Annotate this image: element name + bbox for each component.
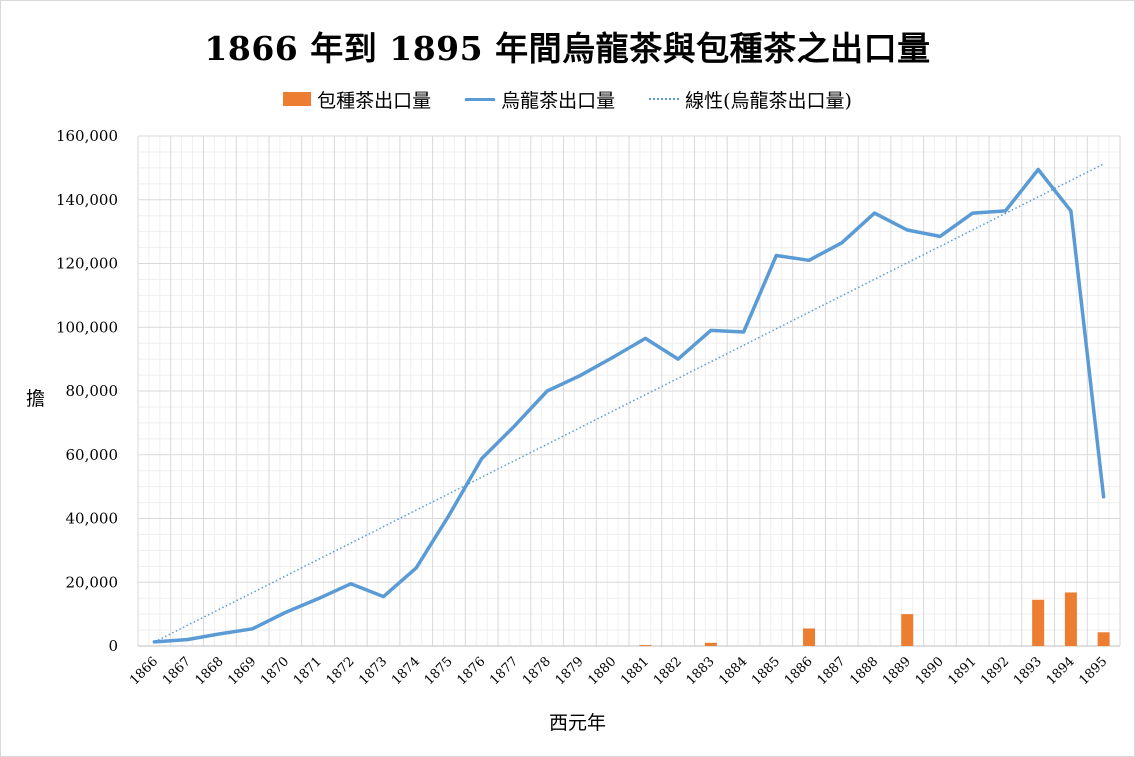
point-oolong — [643, 336, 647, 340]
point-oolong — [1102, 495, 1106, 499]
legend-label-trendline: 線性(烏龍茶出口量) — [685, 89, 852, 112]
bar-baozhong — [1097, 632, 1110, 646]
x-tick-label: 1882 — [651, 654, 685, 688]
point-oolong — [578, 374, 582, 378]
bar-baozhong — [1032, 599, 1045, 646]
bar-baozhong — [639, 645, 652, 646]
point-oolong — [316, 597, 320, 601]
x-tick-label: 1888 — [847, 654, 881, 688]
point-oolong — [1003, 209, 1007, 213]
point-oolong — [512, 424, 516, 428]
legend-label-oolong: 烏龍茶出口量 — [501, 89, 616, 112]
point-oolong — [840, 241, 844, 245]
point-oolong — [218, 632, 222, 636]
x-tick-label: 1892 — [978, 654, 1012, 688]
legend-item-trendline: 線性(烏龍茶出口量) — [649, 86, 852, 113]
y-tick-label: 60,000 — [66, 446, 119, 464]
legend-swatch-trendline — [649, 98, 680, 100]
y-tick-label: 140,000 — [56, 191, 118, 209]
bar-baozhong — [901, 614, 914, 646]
x-tick-label: 1889 — [880, 654, 914, 688]
trendline-oolong — [154, 163, 1104, 643]
point-oolong — [349, 582, 353, 586]
x-tick-label: 1875 — [422, 654, 456, 688]
bar-baozhong — [803, 628, 816, 646]
x-tick-label: 1868 — [193, 654, 227, 688]
x-tick-label: 1876 — [455, 654, 489, 688]
x-tick-label: 1880 — [585, 654, 619, 688]
x-tick-label: 1891 — [946, 654, 980, 688]
point-oolong — [774, 254, 778, 258]
legend-swatch-line — [465, 97, 496, 101]
y-tick-label: 40,000 — [66, 510, 119, 528]
point-oolong — [873, 211, 876, 215]
point-oolong — [807, 258, 811, 262]
y-tick-label: 120,000 — [56, 255, 118, 273]
point-oolong — [971, 211, 975, 215]
chart-title: 1866 年到 1895 年間烏龍茶與包種茶之出口量 — [204, 29, 931, 68]
point-oolong — [1069, 209, 1073, 213]
y-tick-label: 20,000 — [66, 573, 119, 591]
legend-label-baozhong: 包種茶出口量 — [317, 89, 432, 112]
x-tick-label: 1867 — [160, 654, 194, 688]
x-tick-label: 1874 — [389, 654, 423, 688]
legend-swatch-bar — [283, 92, 312, 106]
x-tick-label: 1869 — [225, 654, 259, 688]
x-tick-label: 1887 — [815, 654, 849, 688]
x-tick-label: 1870 — [258, 654, 292, 688]
point-oolong — [152, 640, 156, 644]
legend-item-baozhong: 包種茶出口量 — [283, 86, 431, 113]
point-oolong — [611, 356, 615, 360]
point-oolong — [382, 595, 385, 599]
x-tick-label: 1886 — [782, 654, 816, 688]
x-tick-label: 1895 — [1076, 654, 1110, 688]
x-tick-label: 1872 — [324, 654, 358, 688]
line-oolong — [152, 167, 1106, 644]
point-oolong — [742, 330, 746, 334]
point-oolong — [480, 457, 484, 461]
y-tick-label: 160,000 — [56, 127, 118, 145]
bar-baozhong — [704, 642, 717, 646]
x-tick-label: 1871 — [291, 654, 325, 688]
x-tick-label: 1883 — [684, 654, 718, 688]
y-tick-label: 80,000 — [66, 382, 119, 400]
x-tick-label: 1893 — [1011, 654, 1045, 688]
point-oolong — [709, 328, 713, 332]
x-axis-label: 西元年 — [548, 712, 606, 734]
point-oolong — [1036, 167, 1040, 171]
chart-legend: 包種茶出口量 烏龍茶出口量 線性(烏龍茶出口量) — [0, 86, 1135, 112]
point-oolong — [676, 357, 680, 361]
point-oolong — [938, 234, 942, 238]
x-tick-label: 1881 — [618, 654, 652, 688]
point-oolong — [447, 513, 451, 517]
x-tick-label: 1879 — [553, 654, 587, 688]
point-oolong — [185, 638, 189, 642]
x-tick-label: 1866 — [127, 654, 161, 688]
legend-item-oolong: 烏龍茶出口量 — [465, 86, 615, 113]
x-tick-label: 1890 — [913, 654, 947, 688]
bar-baozhong — [1064, 592, 1077, 646]
point-oolong — [283, 611, 287, 615]
y-tick-label: 0 — [108, 637, 118, 655]
x-tick-label: 1877 — [487, 654, 521, 688]
x-tick-label: 1878 — [520, 654, 554, 688]
y-axis-label: 擔 — [26, 388, 46, 410]
point-oolong — [414, 566, 418, 570]
x-tick-label: 1873 — [356, 654, 390, 688]
x-tick-label: 1884 — [716, 654, 750, 688]
point-oolong — [251, 627, 255, 631]
x-tick-label: 1894 — [1044, 654, 1078, 688]
point-oolong — [905, 228, 909, 232]
x-tick-label: 1885 — [749, 654, 783, 688]
point-oolong — [545, 389, 549, 393]
y-tick-label: 100,000 — [56, 318, 118, 336]
